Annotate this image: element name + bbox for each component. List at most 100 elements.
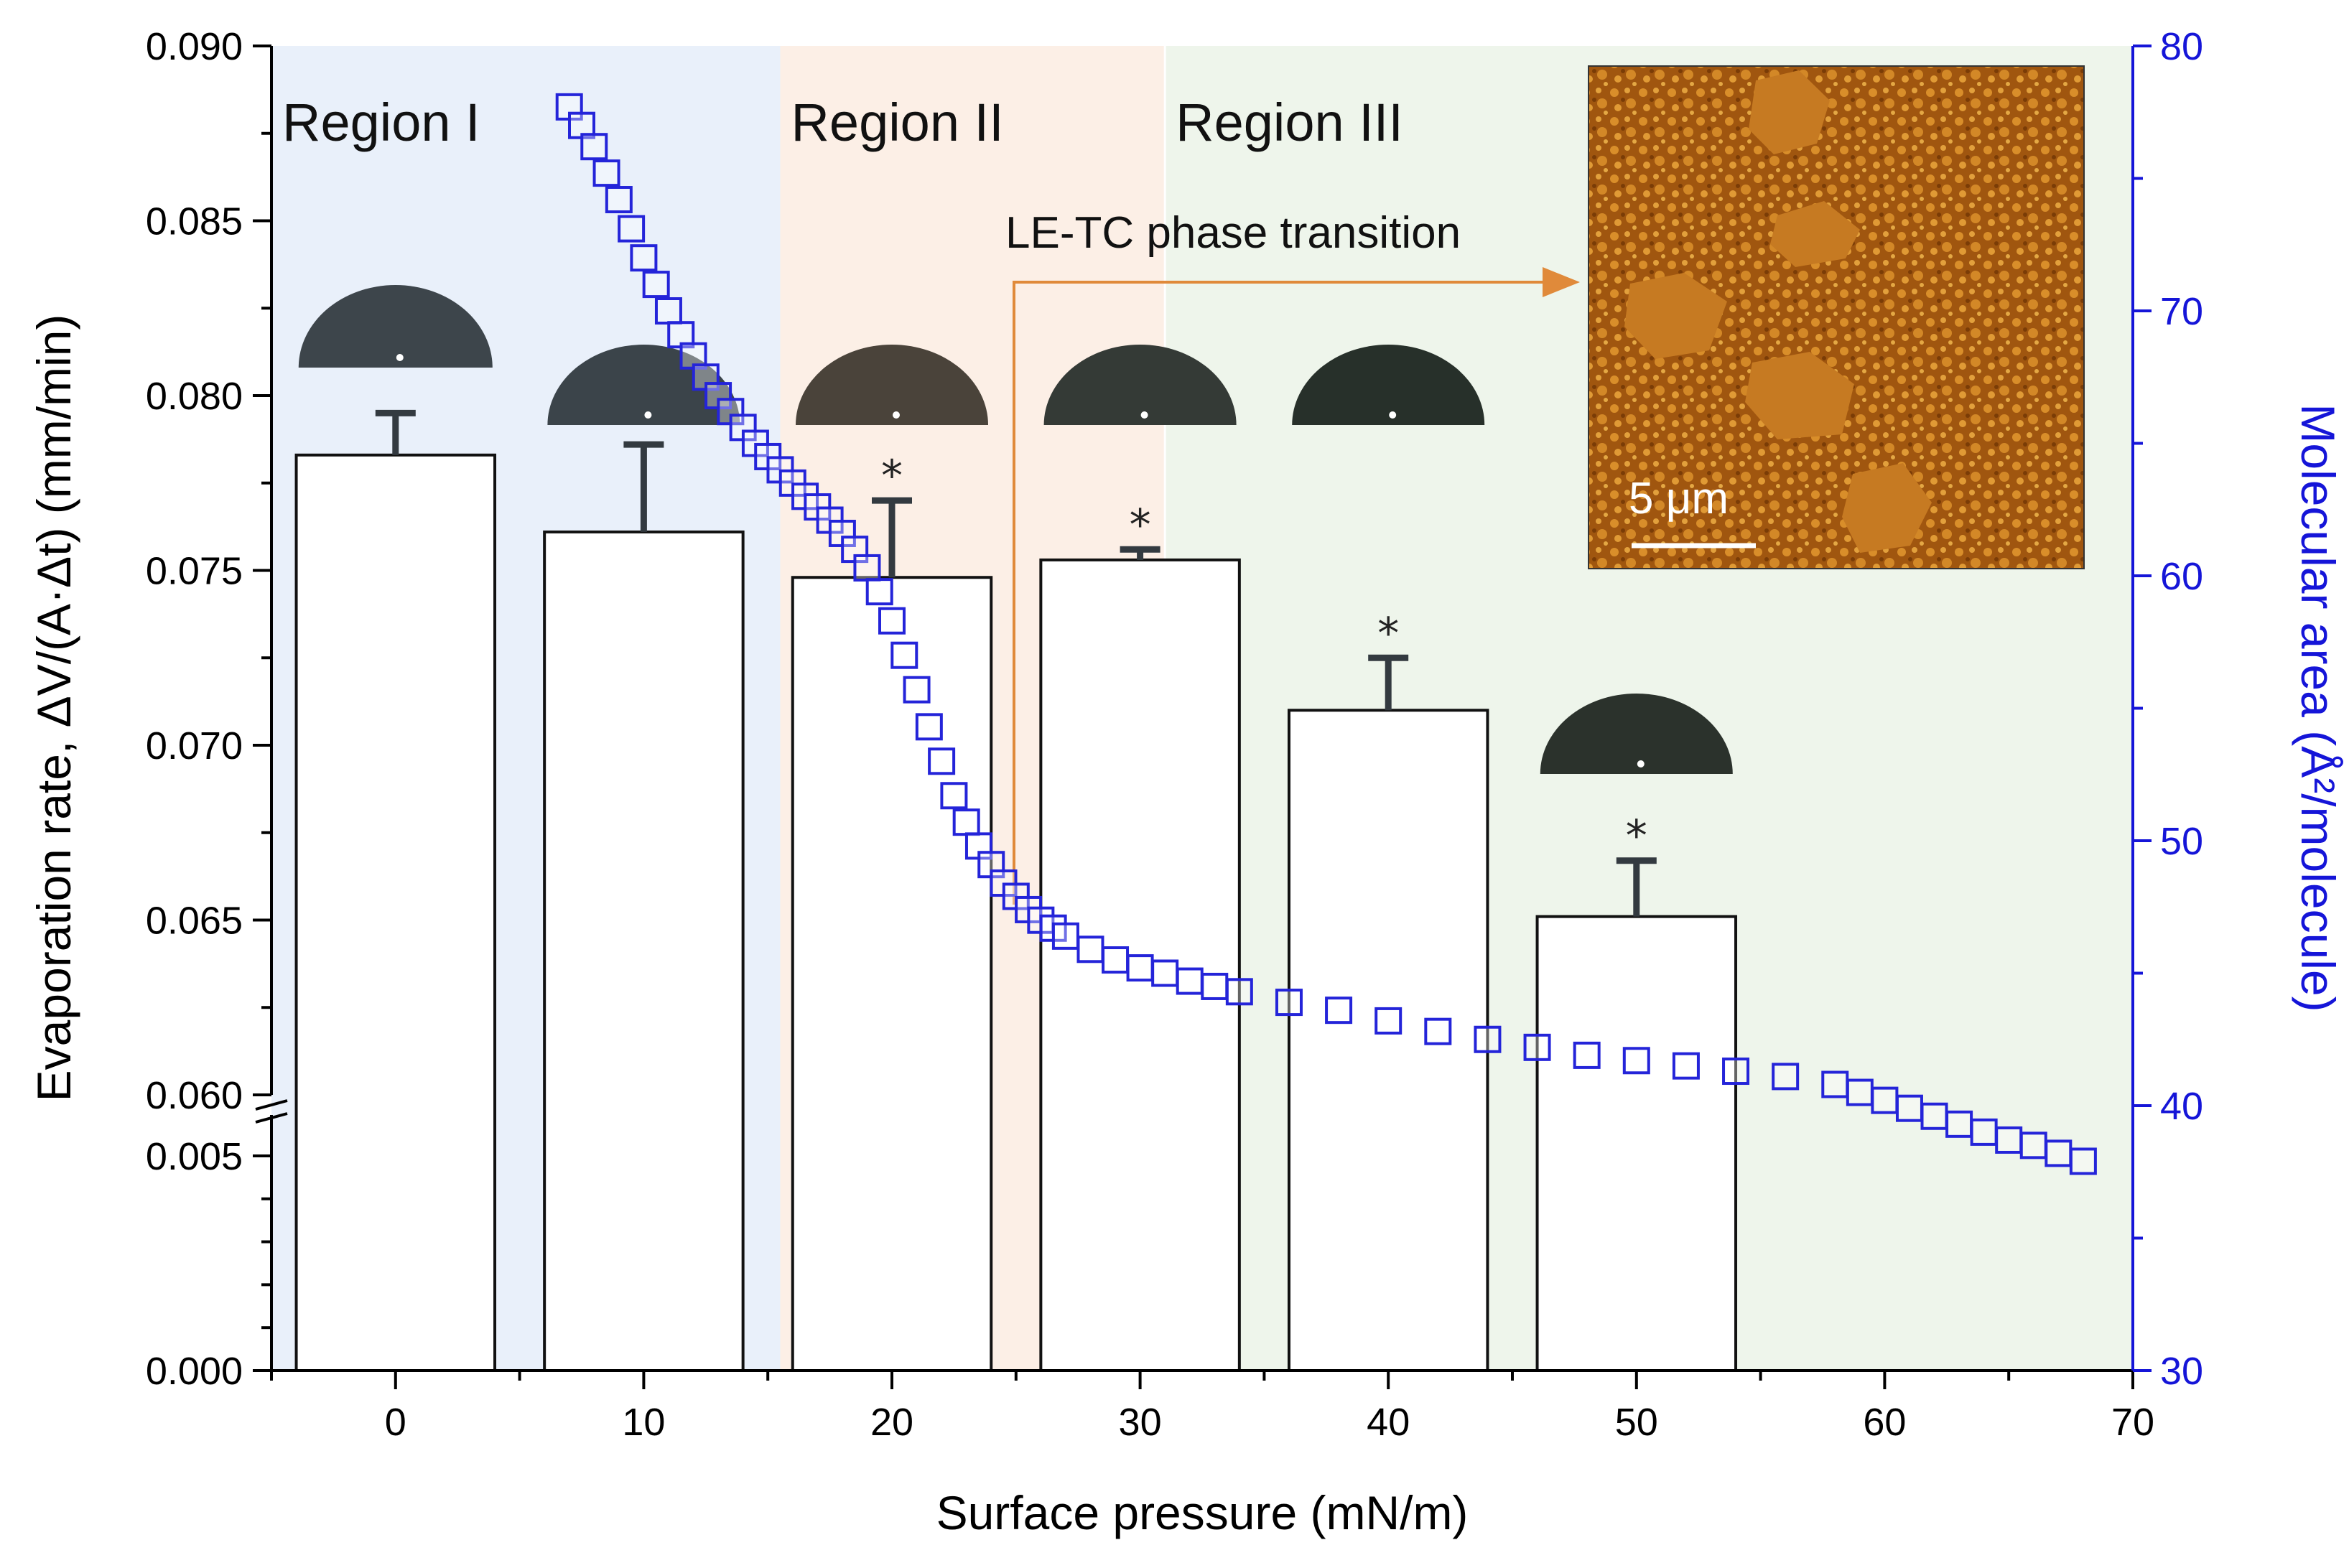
region-label: Region III xyxy=(1176,93,1403,152)
scale-bar-label: 5 μm xyxy=(1629,474,1729,523)
significance-star: * xyxy=(1130,500,1151,550)
isotherm-point xyxy=(1821,1070,1849,1098)
isotherm-point xyxy=(964,832,992,860)
isotherm-point xyxy=(1076,935,1104,963)
isotherm-point xyxy=(1374,1007,1403,1035)
isotherm-point xyxy=(865,578,893,606)
droplet-image xyxy=(547,345,740,425)
isotherm-point xyxy=(928,747,956,775)
significance-star: * xyxy=(881,451,903,501)
isotherm-point xyxy=(2069,1147,2097,1175)
x-tick-label: 0 xyxy=(385,1401,406,1444)
afm-domain xyxy=(1842,463,1932,553)
isotherm-point xyxy=(1201,972,1229,1000)
droplet-highlight xyxy=(893,411,900,419)
isotherm-point xyxy=(1424,1017,1452,1045)
x-tick-label: 40 xyxy=(1367,1401,1410,1444)
isotherm-point xyxy=(1102,946,1130,974)
isotherm-point xyxy=(1622,1047,1650,1075)
isotherm-point xyxy=(1772,1063,1800,1091)
axis-break-mark xyxy=(255,1099,288,1111)
isotherm-point xyxy=(952,808,980,836)
region-label: Region II xyxy=(791,93,1003,152)
afm-domain xyxy=(1749,70,1830,154)
afm-domain xyxy=(1624,273,1727,359)
afm-domain xyxy=(1745,352,1854,439)
isotherm-point xyxy=(1573,1041,1601,1069)
droplet-image xyxy=(1540,694,1733,774)
y-tick-label: 0.065 xyxy=(146,900,243,943)
phase-transition-arrowhead xyxy=(1543,267,1580,297)
y2-tick-label: 50 xyxy=(2160,820,2203,863)
x-axis-title: Surface pressure (mN/m) xyxy=(936,1486,1469,1539)
x-tick-label: 60 xyxy=(1863,1401,1906,1444)
isotherm-point xyxy=(1895,1094,1923,1122)
isotherm-point xyxy=(654,297,682,325)
x-axis-ticks: 0 10 20 30 40 50 60 70 xyxy=(270,1371,2154,1444)
afm-inset-image: 5 μm xyxy=(1588,65,2085,569)
isotherm-point xyxy=(1474,1025,1502,1053)
isotherm-point xyxy=(1995,1126,2023,1154)
x-tick-label: 20 xyxy=(870,1401,913,1444)
y2-tick-label: 80 xyxy=(2160,25,2203,68)
y2-axis-ticks: 30 40 50 60 70 80 xyxy=(2133,25,2203,1393)
bar xyxy=(1039,558,1241,1372)
isotherm-point xyxy=(853,554,881,582)
isotherm-point xyxy=(1523,1033,1551,1061)
bar xyxy=(1535,915,1738,1372)
isotherm-point xyxy=(1225,978,1253,1006)
droplet-highlight xyxy=(1140,411,1148,419)
isotherm-point xyxy=(940,782,968,810)
droplet-image xyxy=(1043,345,1237,425)
isotherm-series xyxy=(555,93,2097,1175)
isotherm-point xyxy=(1027,906,1055,934)
isotherm-point xyxy=(1920,1102,1948,1130)
isotherm-point xyxy=(1151,959,1179,987)
isotherm-point xyxy=(1871,1086,1899,1114)
isotherm-point xyxy=(2019,1131,2047,1159)
droplet-image xyxy=(298,284,493,368)
region-label: Region I xyxy=(282,93,480,152)
y-tick-label: 0.000 xyxy=(146,1350,243,1393)
isotherm-point xyxy=(1846,1078,1874,1106)
y-tick-label: 0.085 xyxy=(146,200,243,243)
isotherm-point xyxy=(1945,1110,1973,1138)
y-tick-label: 0.075 xyxy=(146,550,243,593)
significance-star: * xyxy=(1626,811,1647,862)
isotherm-point xyxy=(890,641,918,669)
y-tick-label: 0.090 xyxy=(146,25,243,68)
afm-domain xyxy=(1770,201,1860,267)
bar xyxy=(791,576,993,1372)
droplet-highlight xyxy=(396,354,404,361)
isotherm-point xyxy=(1176,967,1204,995)
phase-transition-label: LE-TC phase transition xyxy=(1005,208,1461,258)
isotherm-point xyxy=(1325,997,1353,1025)
isotherm-point xyxy=(2045,1139,2073,1167)
y-tick-label: 0.080 xyxy=(146,375,243,418)
x-tick-label: 70 xyxy=(2111,1401,2154,1444)
isotherm-point xyxy=(915,713,943,741)
bar xyxy=(543,530,745,1372)
y-tick-label: 0.005 xyxy=(146,1135,243,1178)
significance-markers: * * * * xyxy=(881,451,1647,862)
y2-tick-label: 30 xyxy=(2160,1350,2203,1393)
y-axis-ticks: 0.060 0.065 0.070 0.075 0.080 0.085 0.090 0.000… xyxy=(146,25,271,1393)
isotherm-point xyxy=(1970,1118,1998,1146)
y2-tick-label: 40 xyxy=(2160,1085,2203,1128)
isotherm-point xyxy=(903,676,931,704)
x-tick-label: 10 xyxy=(622,1401,665,1444)
droplet-image xyxy=(1292,345,1485,425)
y-tick-label: 0.060 xyxy=(146,1074,243,1117)
isotherm-point xyxy=(642,271,670,299)
y-axis-title: Evaporation rate, ΔV/(A·Δt) (mm/min) xyxy=(27,314,80,1102)
x-tick-label: 30 xyxy=(1119,1401,1162,1444)
phase-transition-annotation: LE-TC phase transition xyxy=(1005,208,1580,905)
axis-break-mark xyxy=(255,1112,288,1124)
error-bars xyxy=(375,409,1657,917)
y-tick-label: 0.070 xyxy=(146,724,243,767)
isotherm-point xyxy=(878,607,906,635)
isotherm-point xyxy=(1126,954,1154,982)
isotherm-point xyxy=(580,133,608,161)
isotherm-point xyxy=(1722,1058,1750,1086)
isotherm-point xyxy=(630,244,658,272)
